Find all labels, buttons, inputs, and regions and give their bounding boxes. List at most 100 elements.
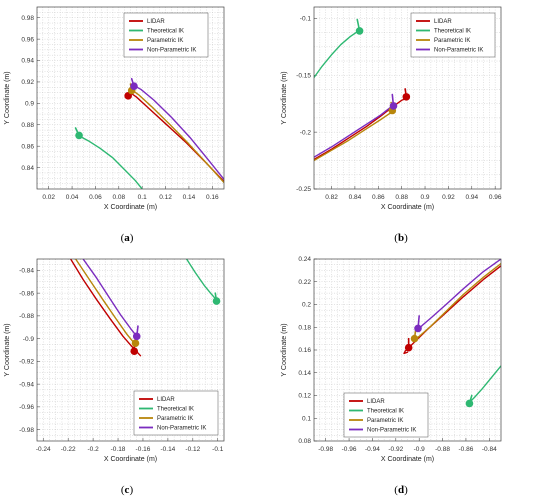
- series-line-non-parametric-ik: [314, 105, 394, 158]
- y-axis-label: Y Coordinate (m): [4, 323, 11, 376]
- x-tick-label: -0.1: [212, 446, 224, 453]
- y-tick-label: 0.9: [25, 101, 34, 108]
- x-tick-label: 0.88: [395, 194, 408, 201]
- y-axis-label: Y Coordinate (m): [281, 71, 288, 124]
- panel-label-open-paren: (: [121, 484, 125, 496]
- y-tick-label: 0.98: [21, 15, 34, 22]
- x-tick-label: -0.24: [36, 446, 51, 453]
- position-marker-theoretical-ik: [75, 131, 83, 140]
- x-tick-label: -0.96: [342, 446, 357, 453]
- x-tick-label: 0.04: [66, 194, 79, 201]
- x-tick-label: -0.16: [136, 446, 151, 453]
- x-tick-label: -0.2: [87, 446, 99, 453]
- y-tick-label: -0.94: [19, 381, 34, 388]
- position-marker-non-parametric-ik: [130, 82, 138, 91]
- series-line-non-parametric-ik: [82, 259, 138, 338]
- x-tick-label: -0.84: [482, 446, 497, 453]
- position-marker-non-parametric-ik: [414, 324, 422, 333]
- x-axis-label: X Coordinate (m): [104, 456, 157, 463]
- y-tick-label: 0.22: [298, 279, 311, 286]
- panel-label-close-paren: ): [129, 484, 133, 496]
- chart-panel-a: 0.02 0.04 0.06 0.08 0.1 0.12 0.14 0.16 0.84 0.86 0…: [4, 6, 225, 244]
- x-tick-label: -0.12: [185, 446, 200, 453]
- series-line-non-parametric-ik: [134, 85, 224, 181]
- legend: LIDAR Theoretical IK Parametric IK Non-Para…: [123, 12, 209, 58]
- y-tick-label: -0.15: [296, 72, 311, 79]
- legend-label: Non-Parametric IK: [157, 426, 206, 432]
- plot-area: [314, 30, 409, 162]
- x-tick-label: 0.02: [42, 194, 55, 201]
- position-marker-lidar: [124, 92, 132, 100]
- panel-label-letter: d: [398, 484, 404, 496]
- position-marker-lidar: [130, 347, 139, 355]
- y-axis-label: Y Coordinate (m): [281, 323, 288, 376]
- chart-panel-b: 0.82 0.84 0.86 0.88 0.9 0.92 0.94 0.96 -0.25 -0.2…: [281, 6, 502, 244]
- y-tick-label: 0.86: [21, 143, 34, 150]
- panel-label: (d): [394, 484, 408, 496]
- x-tick-label: 0.08: [112, 194, 125, 201]
- legend-label: LIDAR: [434, 19, 452, 25]
- panel-label: (a): [121, 232, 134, 244]
- y-tick-label: -0.96: [19, 404, 34, 411]
- x-tick-label: 0.14: [183, 194, 196, 201]
- legend-label: Non-Parametric IK: [434, 48, 483, 54]
- series-line-parametric-ik: [132, 89, 224, 184]
- legend-label: Theoretical IK: [147, 29, 184, 35]
- legend-label: Parametric IK: [157, 416, 193, 422]
- y-tick-label: -0.9: [23, 336, 35, 343]
- panel-label-open-paren: (: [394, 484, 398, 496]
- x-tick-label: 0.9: [421, 194, 430, 201]
- legend: LIDAR Theoretical IK Parametric IK Non-Para…: [133, 390, 219, 436]
- series-line-lidar: [130, 93, 224, 183]
- x-tick-label: -0.98: [318, 446, 333, 453]
- series-line-theoretical-ik: [468, 365, 501, 404]
- y-tick-label: 0.2: [302, 302, 311, 309]
- position-marker-theoretical-ik: [355, 27, 364, 35]
- legend-label: LIDAR: [367, 399, 385, 405]
- series-line-theoretical-ik: [185, 259, 218, 301]
- x-axis-label: X Coordinate (m): [381, 456, 434, 463]
- x-tick-label: -0.18: [111, 446, 126, 453]
- panel-label-letter: c: [125, 484, 130, 496]
- x-axis-label: X Coordinate (m): [381, 204, 434, 211]
- x-tick-label: 0.82: [325, 194, 338, 201]
- x-tick-label: 0.16: [206, 194, 219, 201]
- y-axis-label: Y Coordinate (m): [4, 71, 11, 124]
- x-tick-label: -0.14: [160, 446, 175, 453]
- series-line-lidar: [403, 265, 501, 355]
- x-tick-label: 0.86: [372, 194, 385, 201]
- y-tick-label: -0.86: [19, 290, 34, 297]
- y-tick-label: -0.88: [19, 313, 34, 320]
- y-tick-label: 0.16: [298, 347, 311, 354]
- legend-label: Parametric IK: [434, 38, 470, 44]
- legend-label: Theoretical IK: [434, 29, 471, 35]
- legend-label: Non-Parametric IK: [147, 48, 196, 54]
- y-tick-label: 0.94: [21, 58, 34, 65]
- y-tick-label: 0.24: [298, 256, 311, 263]
- legend-label: LIDAR: [147, 19, 165, 25]
- x-tick-label: 0.96: [489, 194, 502, 201]
- panel-label-letter: a: [124, 232, 130, 244]
- x-tick-label: -0.86: [459, 446, 474, 453]
- y-tick-label: 0.84: [21, 165, 34, 172]
- x-tick-label: -0.92: [388, 446, 403, 453]
- series-line-non-parametric-ik: [418, 259, 501, 330]
- y-tick-label: -0.98: [19, 427, 34, 434]
- panel-label: (c): [121, 484, 134, 496]
- y-tick-label: -0.1: [300, 16, 312, 23]
- x-tick-label: -0.88: [435, 446, 450, 453]
- y-tick-label: -0.25: [296, 186, 311, 193]
- legend-label: LIDAR: [157, 397, 175, 403]
- y-tick-label: 0.92: [21, 79, 34, 86]
- position-marker-lidar: [404, 343, 413, 352]
- series-line-theoretical-ik: [79, 135, 143, 189]
- x-tick-label: -0.9: [414, 446, 426, 453]
- panel-label-open-paren: (: [121, 232, 125, 244]
- chart-panel-c: -0.24 -0.22 -0.2 -0.18 -0.16 -0.14 -0.12 -0.1 -0…: [4, 258, 225, 496]
- plot-area: [79, 85, 224, 189]
- y-tick-label: 0.96: [21, 36, 34, 43]
- position-marker-non-parametric-ik: [389, 102, 398, 110]
- legend-label: Parametric IK: [367, 418, 403, 424]
- legend-label: Parametric IK: [147, 38, 183, 44]
